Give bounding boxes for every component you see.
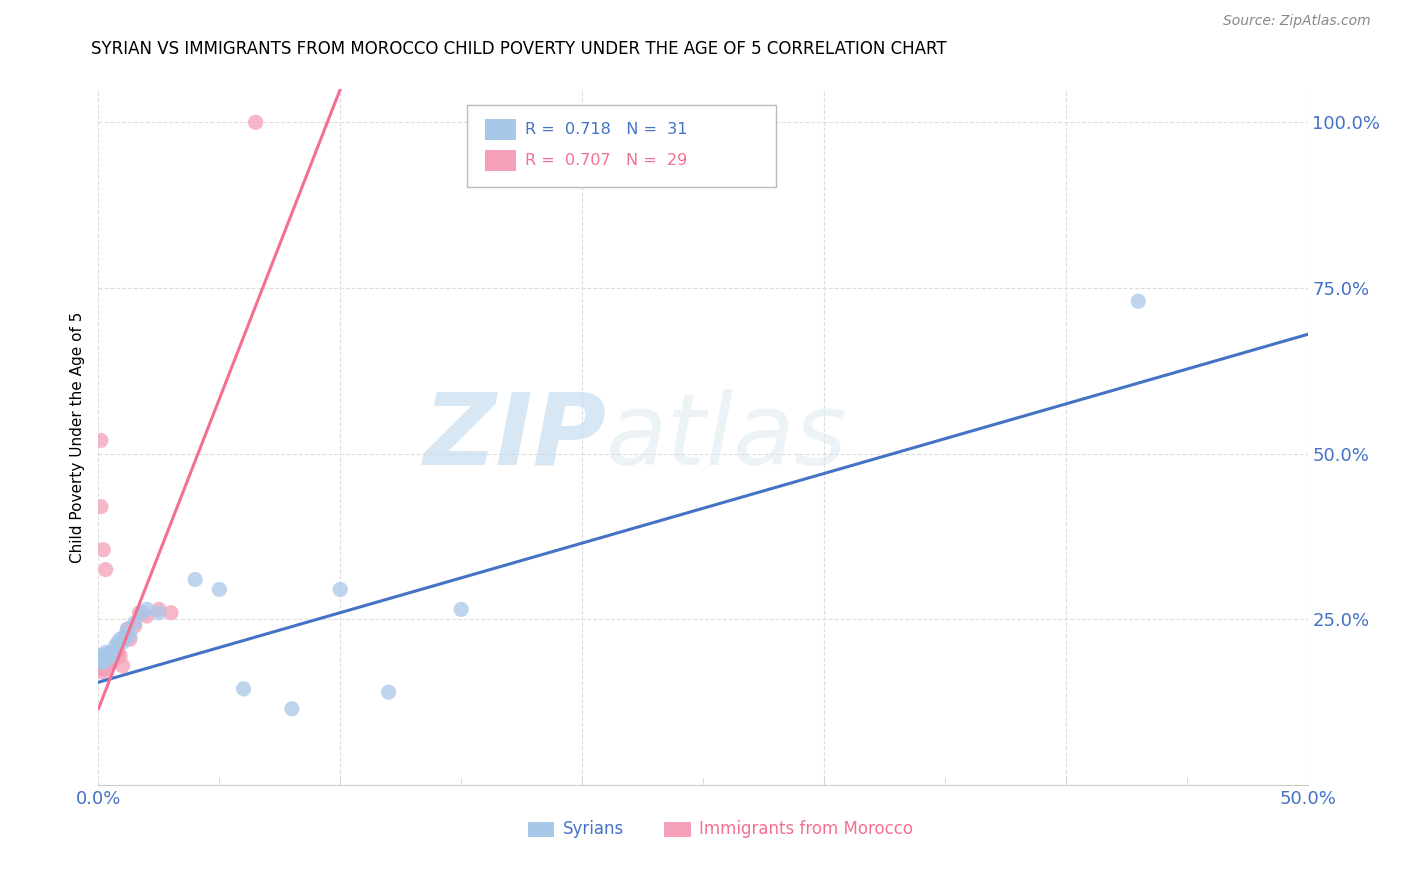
Y-axis label: Child Poverty Under the Age of 5: Child Poverty Under the Age of 5 <box>69 311 84 563</box>
Point <box>94 563 117 577</box>
Point <box>118 632 141 647</box>
Point <box>90 434 112 448</box>
Point <box>100 645 122 659</box>
Point <box>91 656 114 670</box>
Point <box>135 609 157 624</box>
Point <box>100 656 122 670</box>
Point <box>111 635 134 649</box>
Point <box>1128 294 1150 309</box>
Text: Syrians: Syrians <box>562 820 624 838</box>
Point <box>184 573 207 587</box>
Point <box>108 648 131 663</box>
Point <box>114 632 136 647</box>
Point <box>90 648 112 663</box>
Point <box>111 658 134 673</box>
Point <box>124 619 146 633</box>
Point <box>131 606 153 620</box>
Text: Source: ZipAtlas.com: Source: ZipAtlas.com <box>1223 14 1371 28</box>
Point <box>101 648 124 663</box>
Point <box>329 582 352 597</box>
Point <box>104 648 127 663</box>
Point <box>107 645 129 659</box>
Point <box>101 648 124 663</box>
Point <box>90 658 112 673</box>
Point <box>90 500 112 514</box>
Text: Immigrants from Morocco: Immigrants from Morocco <box>699 820 914 838</box>
Point <box>90 656 112 670</box>
Point <box>94 662 117 676</box>
Point <box>91 648 114 663</box>
Point <box>94 652 117 666</box>
Point <box>245 115 267 129</box>
Point <box>91 542 114 557</box>
Point <box>97 648 120 663</box>
Point <box>94 648 117 663</box>
FancyBboxPatch shape <box>527 822 554 837</box>
Point <box>107 645 129 659</box>
Point <box>160 606 183 620</box>
Point <box>100 648 122 663</box>
Text: SYRIAN VS IMMIGRANTS FROM MOROCCO CHILD POVERTY UNDER THE AGE OF 5 CORRELATION C: SYRIAN VS IMMIGRANTS FROM MOROCCO CHILD … <box>91 40 948 58</box>
Point <box>100 652 122 666</box>
Point <box>118 629 141 643</box>
Point <box>208 582 231 597</box>
Point <box>117 622 139 636</box>
Point <box>104 639 127 653</box>
FancyBboxPatch shape <box>485 150 516 170</box>
Text: ZIP: ZIP <box>423 389 606 485</box>
Point <box>148 602 170 616</box>
Point <box>91 656 114 670</box>
Point <box>94 645 117 659</box>
Point <box>97 652 120 666</box>
Point <box>111 632 134 647</box>
Point <box>124 615 146 630</box>
Point <box>450 602 472 616</box>
FancyBboxPatch shape <box>467 104 776 186</box>
Point <box>117 622 139 636</box>
Point <box>94 656 117 670</box>
Point <box>90 662 112 676</box>
FancyBboxPatch shape <box>485 120 516 140</box>
Point <box>101 648 124 663</box>
Text: R =  0.718   N =  31: R = 0.718 N = 31 <box>526 122 688 137</box>
Point <box>91 665 114 680</box>
Point <box>148 606 170 620</box>
Text: R =  0.707   N =  29: R = 0.707 N = 29 <box>526 153 688 168</box>
Point <box>97 656 120 670</box>
Point <box>90 656 112 670</box>
Point <box>128 606 150 620</box>
Point <box>135 602 157 616</box>
Point <box>107 635 129 649</box>
Point <box>94 652 117 666</box>
Text: atlas: atlas <box>606 389 848 485</box>
Point <box>100 645 122 659</box>
Point <box>281 702 304 716</box>
Point <box>232 681 254 696</box>
FancyBboxPatch shape <box>664 822 690 837</box>
Point <box>377 685 399 699</box>
Point <box>91 662 114 676</box>
Point <box>108 632 131 647</box>
Point <box>114 629 136 643</box>
